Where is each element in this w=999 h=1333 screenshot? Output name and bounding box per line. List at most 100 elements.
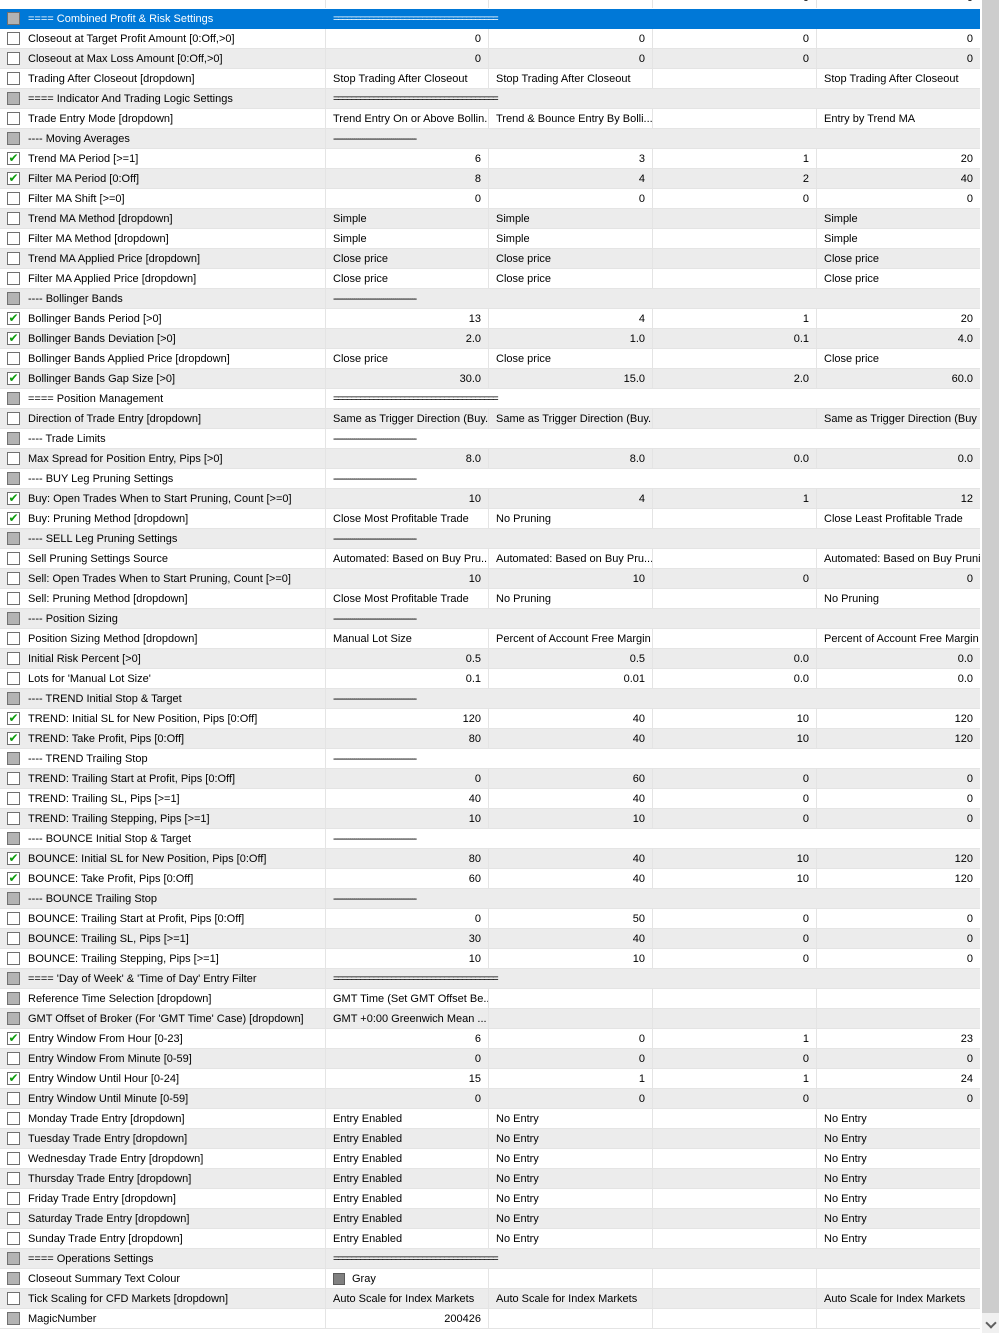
value-cell[interactable]: 0: [325, 769, 488, 788]
value-cell[interactable]: [816, 1269, 980, 1288]
value-cell[interactable]: 3: [488, 149, 652, 168]
optimize-checkbox[interactable]: [7, 632, 20, 645]
value-cell[interactable]: Close price: [325, 349, 488, 368]
value-cell[interactable]: 0: [816, 49, 980, 68]
optimize-checkbox[interactable]: [7, 892, 20, 905]
value-cell[interactable]: 10: [652, 709, 816, 728]
value-cell[interactable]: Close price: [816, 249, 980, 268]
param-row[interactable]: Entry Window From Minute [0-59] 0 0 0 0: [0, 1049, 980, 1069]
param-row[interactable]: Sell Pruning Settings Source Automated: B…: [0, 549, 980, 569]
optimize-checkbox[interactable]: [7, 1292, 20, 1305]
param-row[interactable]: Saturday Trade Entry [dropdown] Entry Ena…: [0, 1209, 980, 1229]
optimize-checkbox[interactable]: [7, 912, 20, 925]
param-row[interactable]: Position Sizing Method [dropdown] Manual …: [0, 629, 980, 649]
value-cell[interactable]: 10: [488, 809, 652, 828]
value-cell[interactable]: 0: [325, 1089, 488, 1108]
value-cell[interactable]: No Entry: [488, 1189, 652, 1208]
optimize-checkbox[interactable]: [7, 412, 20, 425]
value-cell[interactable]: 0: [325, 189, 488, 208]
scroll-down-button[interactable]: [982, 1316, 999, 1333]
value-cell[interactable]: No Entry: [488, 1169, 652, 1188]
value-cell[interactable]: Entry Enabled: [325, 1169, 488, 1188]
optimize-checkbox[interactable]: [7, 1152, 20, 1165]
value-cell[interactable]: 24: [816, 1069, 980, 1088]
value-cell[interactable]: 0: [325, 909, 488, 928]
value-cell[interactable]: 120: [816, 849, 980, 868]
optimize-checkbox[interactable]: [7, 992, 20, 1005]
value-cell[interactable]: No Entry: [816, 1209, 980, 1228]
value-cell[interactable]: 1: [652, 1029, 816, 1048]
value-cell[interactable]: GMT Time (Set GMT Offset Be...: [325, 989, 488, 1008]
value-cell[interactable]: 1: [652, 489, 816, 508]
value-cell[interactable]: Simple: [488, 209, 652, 228]
value-cell[interactable]: [652, 1149, 816, 1168]
value-cell[interactable]: 0: [652, 929, 816, 948]
value-cell[interactable]: [652, 209, 816, 228]
optimize-checkbox[interactable]: [7, 92, 20, 105]
value-cell[interactable]: 0: [652, 569, 816, 588]
value-cell[interactable]: 0: [325, 29, 488, 48]
value-cell[interactable]: 20: [816, 149, 980, 168]
value-cell[interactable]: No Entry: [488, 1109, 652, 1128]
param-row[interactable]: ✔ Entry Window From Hour [0-23] 6 0 1 23: [0, 1029, 980, 1049]
value-cell[interactable]: 0: [816, 789, 980, 808]
scrollbar-thumb[interactable]: [982, 0, 999, 1313]
param-row[interactable]: ✔ Bollinger Bands Deviation [>0] 2.0 1.0 0.1…: [0, 329, 980, 349]
optimize-checkbox[interactable]: [7, 1232, 20, 1245]
value-cell[interactable]: 6: [325, 1029, 488, 1048]
value-cell[interactable]: No Entry: [816, 1109, 980, 1128]
param-row[interactable]: ✔ Bollinger Bands Period [>0] 13 4 1 20: [0, 309, 980, 329]
value-cell[interactable]: 10: [488, 949, 652, 968]
value-cell[interactable]: 40: [488, 709, 652, 728]
value-cell[interactable]: [652, 1169, 816, 1188]
section-row[interactable]: ---- BOUNCE Initial Stop & Target -------…: [0, 829, 980, 849]
value-cell[interactable]: Close price: [816, 269, 980, 288]
value-cell[interactable]: 0: [652, 49, 816, 68]
param-row[interactable]: Trading After Closeout [dropdown] Stop Tr…: [0, 69, 980, 89]
value-cell[interactable]: Gray: [325, 1269, 488, 1288]
param-row[interactable]: BOUNCE: Trailing Start at Profit, Pips […: [0, 909, 980, 929]
optimize-checkbox[interactable]: ✔: [7, 172, 20, 185]
value-cell[interactable]: Stop Trading After Closeout: [816, 69, 980, 88]
optimize-checkbox[interactable]: [7, 252, 20, 265]
value-cell[interactable]: [652, 1129, 816, 1148]
value-cell[interactable]: 80: [325, 849, 488, 868]
value-cell[interactable]: 10: [325, 809, 488, 828]
value-cell[interactable]: 0.1: [652, 329, 816, 348]
optimize-checkbox[interactable]: [7, 1212, 20, 1225]
value-cell[interactable]: Entry Enabled: [325, 1149, 488, 1168]
optimize-checkbox[interactable]: [7, 1052, 20, 1065]
param-row[interactable]: ✔ Bollinger Bands Gap Size [>0] 30.0 15.0 2.…: [0, 369, 980, 389]
optimize-checkbox[interactable]: ✔: [7, 312, 20, 325]
value-cell[interactable]: Close Most Profitable Trade: [325, 509, 488, 528]
section-row[interactable]: ==== 'Day of Week' & 'Time of Day' Entry…: [0, 969, 980, 989]
optimize-checkbox[interactable]: [7, 792, 20, 805]
value-cell[interactable]: 120: [816, 729, 980, 748]
optimize-checkbox[interactable]: [7, 1112, 20, 1125]
value-cell[interactable]: Close price: [488, 249, 652, 268]
section-row[interactable]: ---- BUY Leg Pruning Settings -----------…: [0, 469, 980, 489]
optimize-checkbox[interactable]: ✔: [7, 712, 20, 725]
value-cell[interactable]: No Entry: [816, 1129, 980, 1148]
value-cell[interactable]: Auto Scale for Index Markets: [816, 1289, 980, 1308]
optimize-checkbox[interactable]: [7, 652, 20, 665]
optimize-checkbox[interactable]: [7, 32, 20, 45]
value-cell[interactable]: [488, 1009, 652, 1028]
value-cell[interactable]: [652, 1109, 816, 1128]
value-cell[interactable]: [652, 69, 816, 88]
section-row[interactable]: ---- Trade Limits -----------------------…: [0, 429, 980, 449]
param-row[interactable]: Lots for 'Manual Lot Size' 0.1 0.01 0.0 0.0: [0, 669, 980, 689]
value-cell[interactable]: 10: [652, 849, 816, 868]
value-cell[interactable]: Trend & Bounce Entry By Bolli...: [488, 109, 652, 128]
value-cell[interactable]: 80: [325, 729, 488, 748]
optimize-checkbox[interactable]: [7, 272, 20, 285]
param-row[interactable]: ✔ Entry Window Until Hour [0-24] 15 1 1 24: [0, 1069, 980, 1089]
param-row[interactable]: ✔ TREND: Initial SL for New Position, Pip…: [0, 709, 980, 729]
value-cell[interactable]: 0: [488, 189, 652, 208]
value-cell[interactable]: 40: [488, 849, 652, 868]
value-cell[interactable]: 40: [488, 869, 652, 888]
param-row[interactable]: Sunday Trade Entry [dropdown] Entry Enabl…: [0, 1229, 980, 1249]
param-row[interactable]: Sell: Pruning Method [dropdown] Close Mos…: [0, 589, 980, 609]
value-cell[interactable]: 1: [652, 1069, 816, 1088]
value-cell[interactable]: 2.0: [652, 369, 816, 388]
